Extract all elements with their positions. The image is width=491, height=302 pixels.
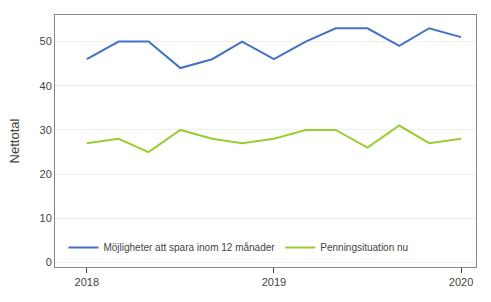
svg-text:50: 50 bbox=[40, 35, 52, 47]
svg-text:2020: 2020 bbox=[449, 276, 473, 288]
svg-text:20: 20 bbox=[40, 168, 52, 180]
svg-text:2019: 2019 bbox=[262, 276, 286, 288]
svg-text:30: 30 bbox=[40, 124, 52, 136]
svg-text:Möjligheter att spara inom 12: Möjligheter att spara inom 12 månader bbox=[103, 242, 275, 253]
svg-text:Nettotal: Nettotal bbox=[7, 118, 22, 163]
svg-text:40: 40 bbox=[40, 80, 52, 92]
svg-text:10: 10 bbox=[40, 212, 52, 224]
svg-text:0: 0 bbox=[46, 256, 52, 268]
svg-text:Penningsituation nu: Penningsituation nu bbox=[320, 242, 408, 253]
svg-text:2018: 2018 bbox=[75, 276, 99, 288]
